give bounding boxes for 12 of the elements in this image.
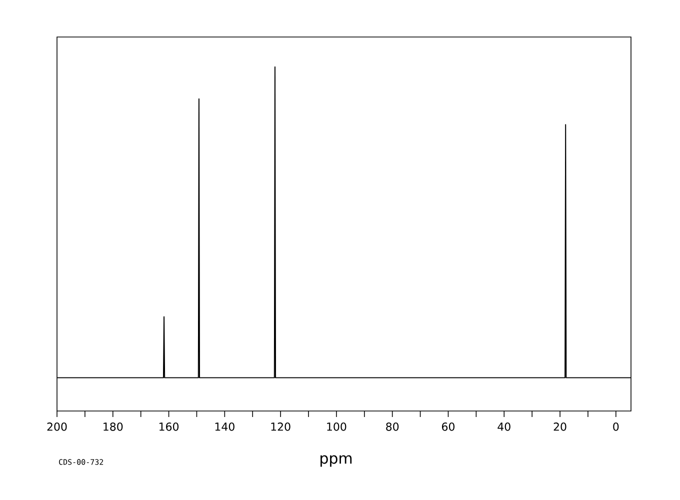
- x-tick-label: 80: [386, 422, 399, 431]
- x-tick-label: 60: [442, 422, 454, 431]
- x-tick-label: 0: [613, 422, 619, 431]
- x-tick-label: 120: [271, 422, 290, 431]
- x-tick-label: 140: [215, 422, 234, 431]
- x-axis-title: ppm: [320, 455, 352, 467]
- x-tick-label: 160: [159, 422, 179, 431]
- x-tick-label: 40: [498, 422, 510, 431]
- x-tick-label: 180: [104, 422, 123, 431]
- x-tick-label: 200: [47, 422, 67, 431]
- x-tick-label: 100: [327, 422, 346, 431]
- x-tick-label: 20: [554, 422, 566, 431]
